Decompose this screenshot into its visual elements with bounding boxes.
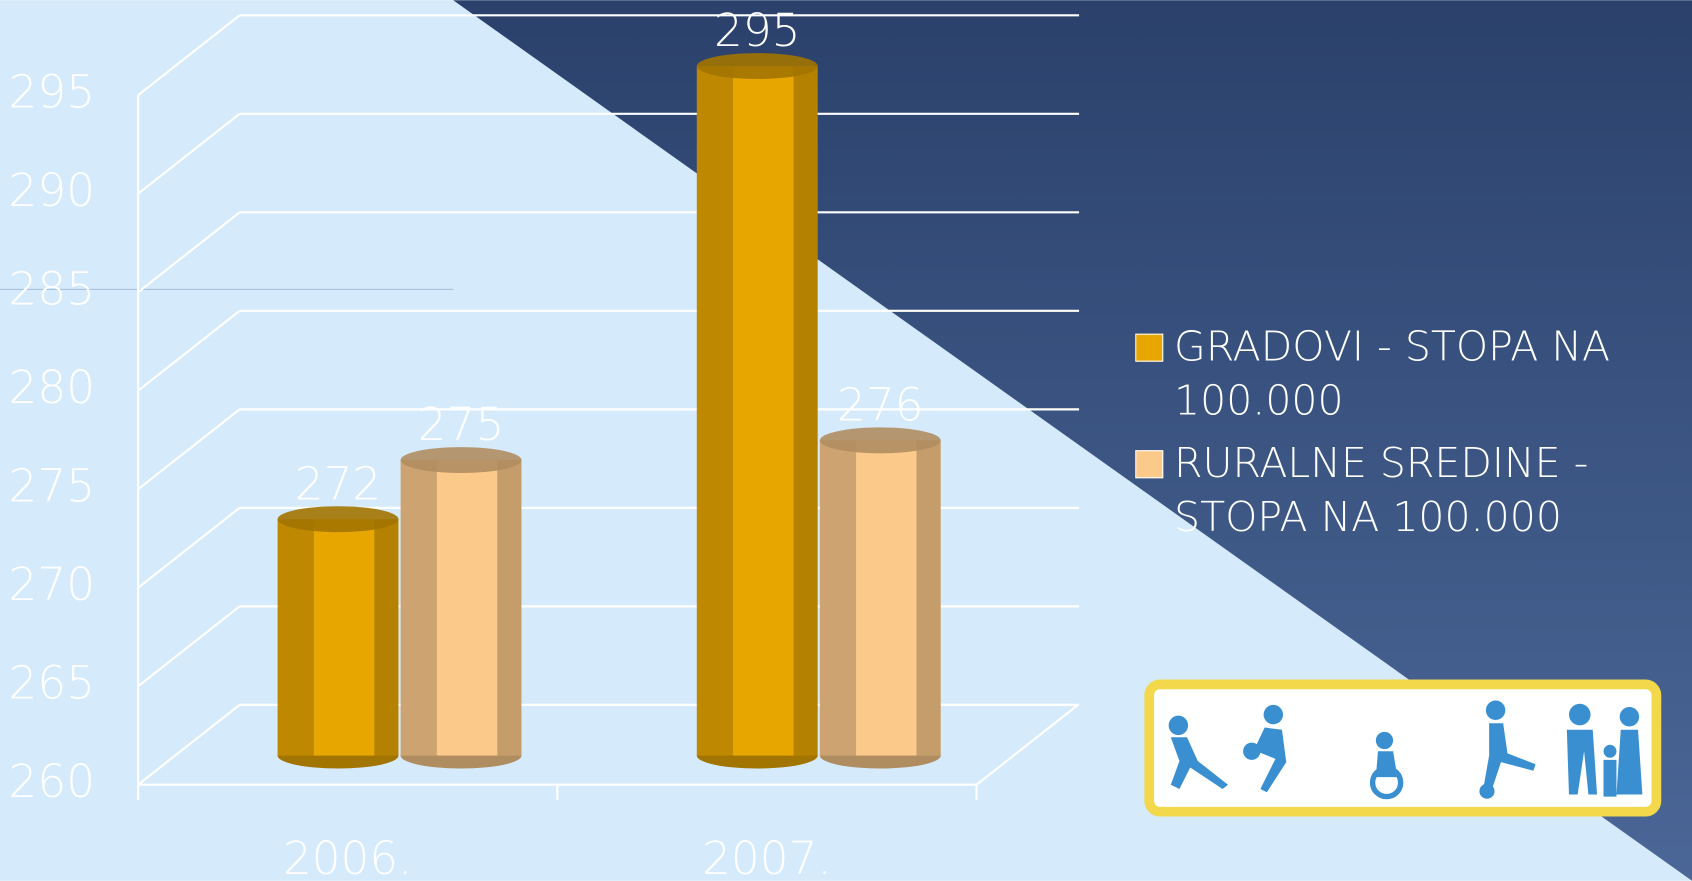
- floor-edge: [975, 704, 1079, 786]
- y-tick-label: 285: [9, 263, 96, 316]
- grid-line: [137, 605, 241, 688]
- bar-top: [819, 427, 941, 454]
- bar-shade-right: [374, 519, 399, 756]
- value-label: 275: [418, 398, 505, 451]
- y-tick-label: 270: [9, 558, 96, 611]
- grid-line: [137, 704, 241, 786]
- bar-shade-left: [696, 66, 734, 756]
- y-tick-label: 260: [9, 755, 96, 808]
- y-tick-label: 295: [9, 66, 96, 119]
- legend-swatch: [1135, 450, 1164, 479]
- value-label: 295: [714, 4, 801, 57]
- grid-line: [137, 408, 241, 491]
- bar-top: [277, 506, 399, 533]
- bar-shade-left: [277, 519, 314, 756]
- bar: [277, 519, 399, 756]
- value-label: 276: [837, 379, 924, 432]
- x-tick-label: 2006.: [283, 832, 413, 881]
- y-tick-label: 280: [9, 361, 96, 414]
- y-tick-label: 265: [9, 657, 96, 710]
- legend-entry: GRADOVI - STOPA NA 100.000: [1135, 320, 1692, 428]
- value-label: 272: [295, 457, 382, 510]
- bar-shade-right: [793, 66, 818, 756]
- plot: 260 265 270 275 280 285 290 295 272 295 275 276 2006…: [9, 4, 1080, 881]
- legend-label: GRADOVI - STOPA NA 100.000: [1174, 322, 1611, 425]
- legend-swatch: [1135, 333, 1164, 362]
- y-tick-label: 290: [9, 164, 96, 217]
- grid-line: [137, 507, 241, 589]
- bar-top: [696, 53, 818, 80]
- picture: [1144, 679, 1662, 817]
- grid-line: [137, 310, 241, 392]
- bar: [400, 460, 522, 756]
- bar: [696, 66, 818, 756]
- grid-line: [137, 112, 241, 195]
- legend-box: GRADOVI - STOPA NA 100.000 RURALNE SREDIN…: [1135, 320, 1692, 544]
- grid-line: [137, 14, 241, 97]
- bar-shade-right: [916, 440, 941, 756]
- legend-label: RURALNE SREDINE - STOPA NA 100.000: [1174, 439, 1589, 541]
- legend-entry: RURALNE SREDINE - STOPA NA 100.000: [1135, 436, 1692, 544]
- bar-shade-left: [819, 440, 857, 756]
- bar-shade-left: [400, 460, 437, 756]
- x-tick-label: 2007.: [702, 832, 832, 881]
- bar-shade-right: [497, 460, 522, 756]
- legend: GRADOVI - STOPA NA 100.000 RURALNE SREDIN…: [1135, 320, 1692, 544]
- grid-line: [137, 211, 241, 294]
- bar: [819, 440, 941, 756]
- bar-top: [400, 447, 522, 474]
- y-tick-label: 275: [9, 460, 96, 513]
